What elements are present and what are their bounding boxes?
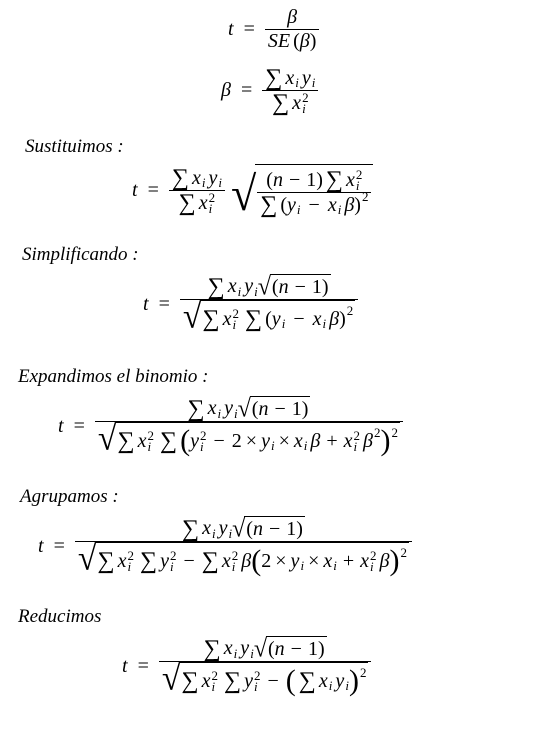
equation-reduced: t = ∑ x i y i √(n −1) √ ∑ x 2 i ∑ y 2 i −(∑ x i y i) 2 (122, 636, 372, 697)
fraction: β SE(β) (264, 6, 320, 53)
equation-substitution: t = ∑ x i y i ∑ x 2 i √ (n −1) ∑ x 2 i ∑(y i − x i β) 2 (132, 164, 374, 218)
equation-beta-definition: β = ∑ x i y i ∑ x 2 i (221, 66, 319, 115)
step-label-agrupamos: Agrupamos : (20, 486, 119, 507)
step-label-reducimos: Reducimos (18, 606, 102, 627)
equation-simplified: t = ∑ x i y i √(n −1) √ ∑ x 2 i ∑(y i − x i β) 2 (143, 274, 359, 335)
square-root: √ (n −1) ∑ x 2 i ∑(y i − x i β) 2 (231, 164, 374, 218)
t-symbol: t (228, 18, 234, 41)
step-label-expandimos: Expandimos el binomio : (18, 366, 209, 387)
equation-grouped: t = ∑ x i y i √(n −1) √ ∑ x 2 i ∑ y 2 i − ∑ x 2 i β(2 × y i × x i… (38, 516, 412, 577)
equation-t-definition: t = β SE(β) (228, 6, 320, 53)
step-label-simplificando: Simplificando : (22, 244, 139, 265)
equation-expanded-binomial: t = ∑ x i y i √(n −1) √ ∑ x 2 i ∑(y 2 i −2 × y i × x i β + x 2 i… (58, 396, 403, 457)
step-label-sustituimos: Sustituimos : (25, 136, 124, 157)
